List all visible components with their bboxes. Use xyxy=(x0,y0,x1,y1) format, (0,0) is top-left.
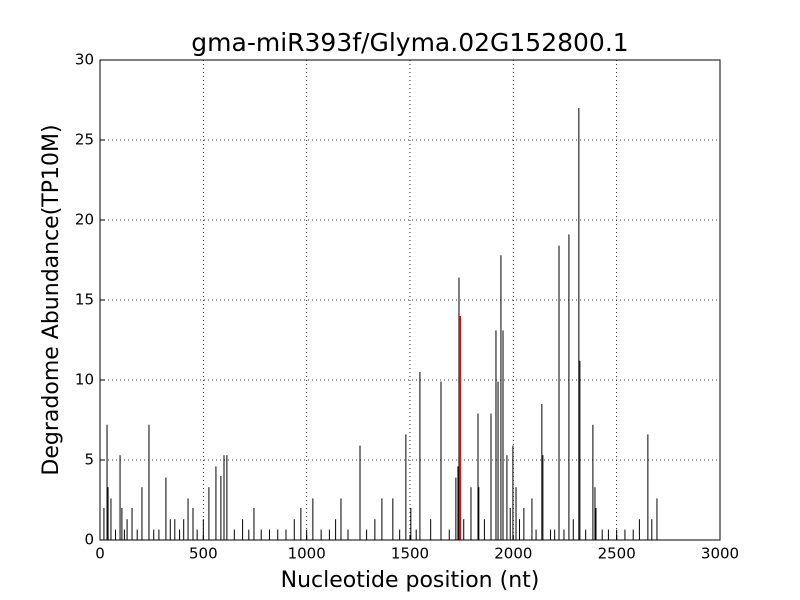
x-tick-label: 1000 xyxy=(288,545,326,563)
x-tick-label: 500 xyxy=(189,545,218,563)
y-tick-label: 0 xyxy=(84,531,94,549)
y-tick-label: 10 xyxy=(75,371,94,389)
y-tick-label: 5 xyxy=(84,451,94,469)
y-tick-label: 30 xyxy=(75,51,94,69)
y-tick-label: 15 xyxy=(75,291,94,309)
x-tick-label: 2000 xyxy=(494,545,532,563)
y-tick-label: 25 xyxy=(75,131,94,149)
y-tick-label: 20 xyxy=(75,211,94,229)
plot-frame xyxy=(99,59,721,541)
x-tick-label: 1500 xyxy=(391,545,429,563)
chart-title: gma-miR393f/Glyma.02G152800.1 xyxy=(191,28,628,57)
y-axis-label: Degradome Abundance(TP10M) xyxy=(39,124,64,475)
x-tick-label: 2500 xyxy=(598,545,636,563)
x-axis-label: Nucleotide position (nt) xyxy=(281,568,540,593)
x-tick-label: 0 xyxy=(95,545,105,563)
x-tick-label: 3000 xyxy=(701,545,739,563)
